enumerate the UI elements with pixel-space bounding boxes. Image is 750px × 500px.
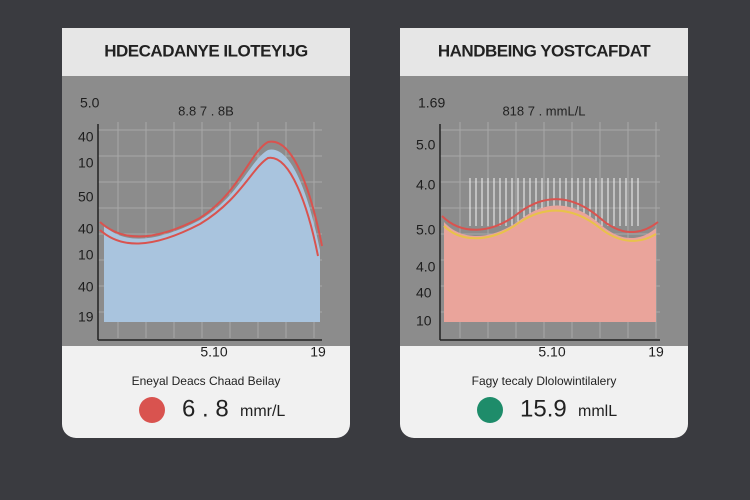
reading-unit: mmlL [578,403,617,420]
y-label: 10 [78,247,94,263]
card-title: HDECADANYE ILOTEYIJG [104,41,308,60]
status-dot [139,397,165,423]
area-outline [443,209,657,242]
x-label: 5.10 [200,344,227,360]
area-outline [99,140,323,247]
card: HANDBEING YOSTCAFDAT 1.69 818 7 . mmL/L 5.0… [400,28,688,438]
area-fill [104,149,320,322]
y-label: 40 [416,285,432,301]
area-outline [99,156,319,257]
chart-subtitle: 8.8 7 . 8B [178,103,234,118]
chart-subtitle: 818 7 . mmL/L [502,103,585,118]
y-label: 5.0 [416,222,436,238]
y-label: 40 [78,221,94,237]
y-label: 19 [78,309,94,325]
card-title: HANDBEING YOSTCAFDAT [438,41,651,60]
area-outline [441,198,659,234]
card: HDECADANYE ILOTEYIJG 5.0 8.8 7 . 8B 40 10 50 4… [62,28,350,438]
y-label: 10 [78,155,94,171]
footer-label: Eneyal Deacs Chaad Beilay [132,374,281,388]
x-label: 19 [648,344,664,360]
y-label: 40 [78,279,94,295]
reading-value: 15.9 [520,395,567,422]
x-label: 5.10 [538,344,565,360]
card-header [400,28,688,76]
y-label: 4.0 [416,177,436,193]
corner-label: 1.69 [418,95,445,111]
reading-value: 6 . 8 [182,395,229,422]
corner-label: 5.0 [80,95,100,111]
y-label: 50 [78,189,94,205]
card-header [62,28,350,76]
y-label: 40 [78,129,94,145]
y-label: 5.0 [416,137,436,153]
reading-unit: mmr/L [240,403,285,420]
y-label: 4.0 [416,259,436,275]
x-label: 19 [310,344,326,360]
y-label: 10 [416,313,432,329]
footer-label: Fagy tecaly Dlolowintilalery [472,374,617,388]
status-dot [477,397,503,423]
